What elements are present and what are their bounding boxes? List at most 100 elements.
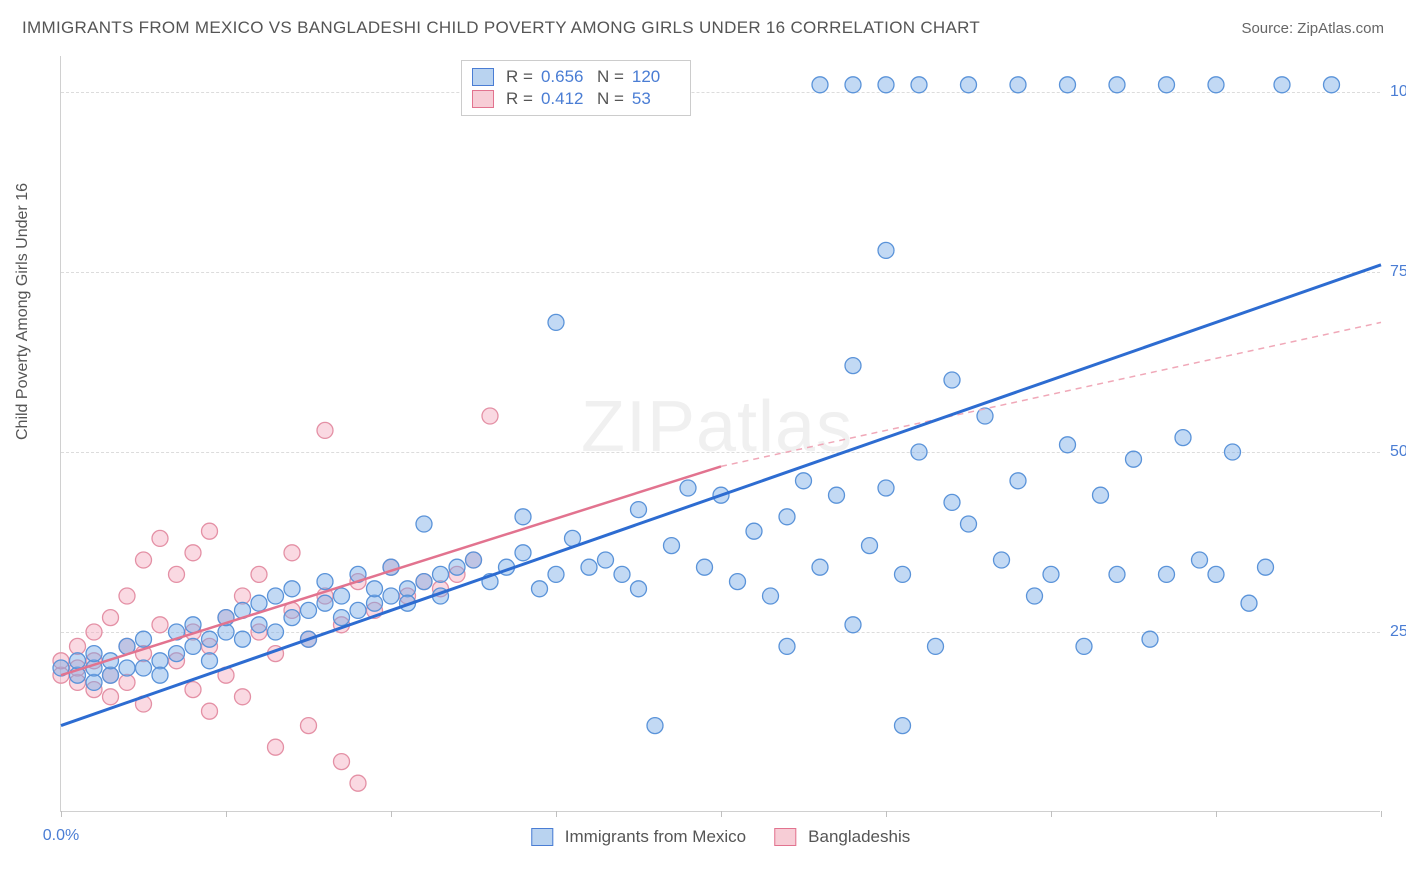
r-label: R = [506,89,533,109]
point-mexico [235,631,251,647]
point-bangladeshi [152,617,168,633]
stats-row-mexico: R = 0.656 N = 120 [472,67,680,87]
chart-title: IMMIGRANTS FROM MEXICO VS BANGLADESHI CH… [22,18,980,38]
point-bangladeshi [169,566,185,582]
point-mexico [631,502,647,518]
point-mexico [895,718,911,734]
point-bangladeshi [103,610,119,626]
point-mexico [515,545,531,561]
point-mexico [878,480,894,496]
point-bangladeshi [119,674,135,690]
x-tick-mark [1216,811,1217,817]
x-tick-mark [886,811,887,817]
point-bangladeshi [202,703,218,719]
n-value: 120 [632,67,680,87]
point-mexico [878,77,894,93]
point-mexico [1043,566,1059,582]
point-mexico [284,581,300,597]
point-mexico [746,523,762,539]
point-mexico [367,581,383,597]
point-mexico [350,602,366,618]
point-mexico [664,538,680,554]
point-bangladeshi [103,689,119,705]
x-tick-label: 0.0% [43,827,79,845]
point-mexico [433,566,449,582]
point-mexico [1192,552,1208,568]
point-mexico [152,667,168,683]
point-mexico [449,559,465,575]
point-bangladeshi [185,545,201,561]
x-tick-mark [721,811,722,817]
point-bangladeshi [86,624,102,640]
point-mexico [911,444,927,460]
point-bangladeshi [284,545,300,561]
point-mexico [1010,473,1026,489]
point-mexico [136,631,152,647]
point-mexico [152,653,168,669]
point-mexico [1225,444,1241,460]
point-bangladeshi [268,739,284,755]
point-mexico [1159,77,1175,93]
point-mexico [614,566,630,582]
point-mexico [1109,566,1125,582]
point-mexico [1109,77,1125,93]
point-mexico [136,660,152,676]
point-mexico [829,487,845,503]
point-mexico [251,595,267,611]
point-mexico [647,718,663,734]
point-mexico [119,660,135,676]
chart-plot-area: ZIPatlas 25.0%50.0%75.0%100.0% 0.0%80.0%… [60,56,1380,812]
point-mexico [301,602,317,618]
point-mexico [515,509,531,525]
point-mexico [1010,77,1026,93]
point-mexico [86,646,102,662]
n-value: 53 [632,89,680,109]
point-mexico [878,242,894,258]
point-mexico [103,667,119,683]
n-label: N = [597,67,624,87]
point-mexico [730,574,746,590]
series-legend: Immigrants from Mexico Bangladeshis [531,827,910,847]
point-mexico [416,516,432,532]
point-mexico [1208,77,1224,93]
point-mexico [284,610,300,626]
point-mexico [383,588,399,604]
n-label: N = [597,89,624,109]
correlation-stats-box: R = 0.656 N = 120 R = 0.412 N = 53 [461,60,691,116]
swatch-bangladeshi [774,828,796,846]
point-mexico [251,617,267,633]
point-mexico [334,610,350,626]
point-mexico [994,552,1010,568]
point-mexico [845,617,861,633]
source-label: Source: ZipAtlas.com [1241,20,1384,37]
trendline-mexico [61,265,1381,726]
point-bangladeshi [119,588,135,604]
point-mexico [218,624,234,640]
point-bangladeshi [350,775,366,791]
swatch-bangladeshi [472,90,494,108]
point-mexico [680,480,696,496]
point-mexico [268,588,284,604]
point-mexico [1060,77,1076,93]
legend-item-mexico: Immigrants from Mexico [531,827,746,847]
y-tick-label: 100.0% [1390,83,1406,101]
point-mexico [1142,631,1158,647]
point-mexico [1324,77,1340,93]
x-tick-mark [556,811,557,817]
point-bangladeshi [136,552,152,568]
point-mexico [1258,559,1274,575]
point-mexico [86,674,102,690]
stats-row-bangladeshi: R = 0.412 N = 53 [472,89,680,109]
point-mexico [1159,566,1175,582]
point-mexico [70,653,86,669]
point-mexico [1241,595,1257,611]
point-mexico [1060,437,1076,453]
point-mexico [779,509,795,525]
point-mexico [598,552,614,568]
point-bangladeshi [202,523,218,539]
point-mexico [1027,588,1043,604]
point-mexico [1175,430,1191,446]
point-mexico [532,581,548,597]
point-mexico [466,552,482,568]
point-mexico [334,588,350,604]
